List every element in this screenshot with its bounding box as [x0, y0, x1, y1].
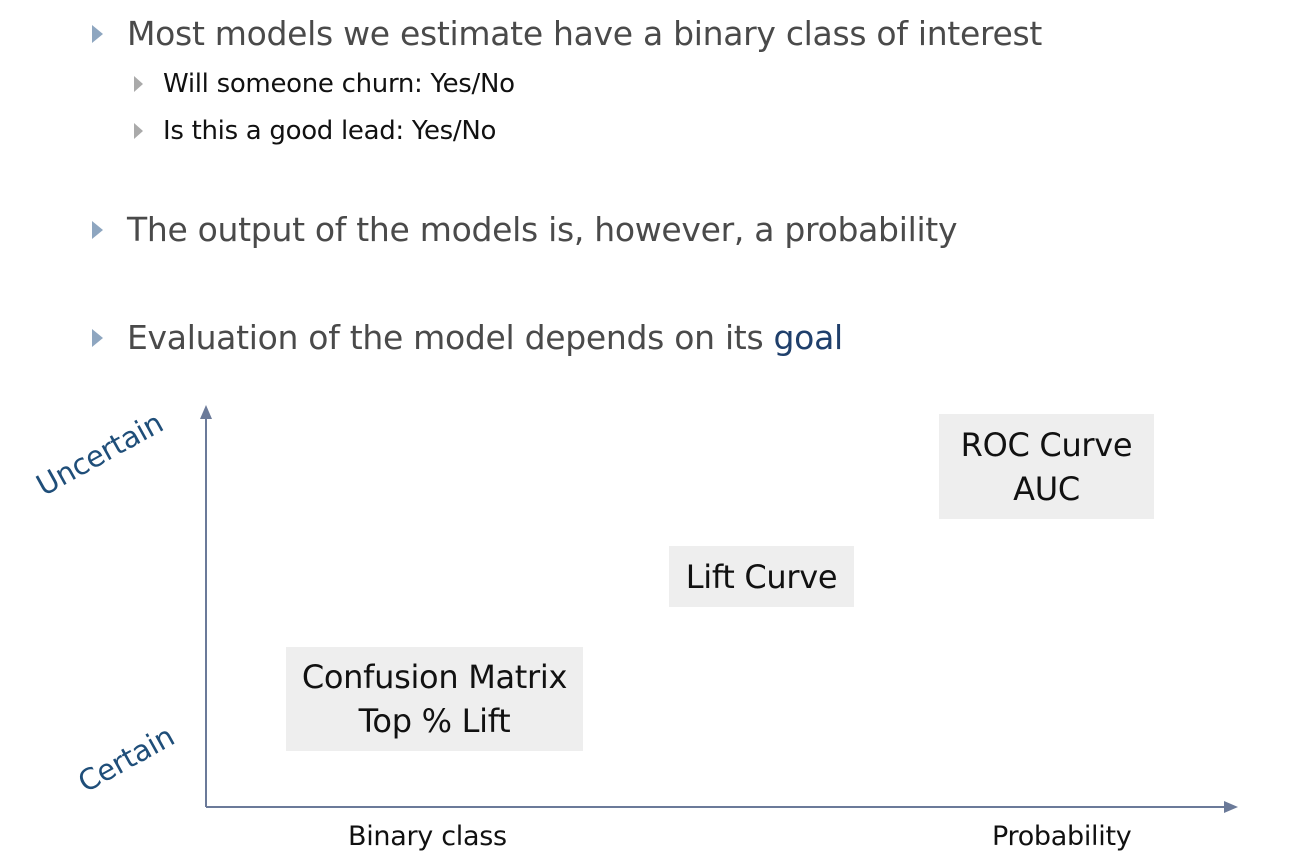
- x-axis-left-label: Binary class: [348, 821, 507, 852]
- bullet-arrow-icon: [92, 220, 103, 239]
- box-roc-curve: ROC Curve AUC: [939, 414, 1154, 519]
- goal-highlight: goal: [773, 318, 844, 357]
- sub-bullet-text: Is this a good lead: Yes/No: [163, 116, 497, 146]
- bullet-probability-output: The output of the models is, however, a …: [92, 210, 957, 249]
- bullet-text-prefix: Evaluation of the model depends on its: [127, 318, 774, 357]
- bullet-text: Most models we estimate have a binary cl…: [127, 14, 1043, 53]
- x-axis-arrowhead: [1224, 801, 1238, 813]
- x-axis-right-label: Probability: [992, 821, 1132, 852]
- bullet-arrow-icon: [92, 328, 103, 347]
- bullet-text: Evaluation of the model depends on its g…: [127, 318, 843, 357]
- box-lift-curve: Lift Curve: [669, 546, 854, 607]
- box-line: Top % Lift: [358, 702, 511, 740]
- sub-bullet-arrow-icon: [134, 123, 143, 139]
- bullet-evaluation-goal: Evaluation of the model depends on its g…: [92, 318, 843, 357]
- box-line: Confusion Matrix: [301, 658, 568, 696]
- box-line: ROC Curve: [960, 425, 1133, 464]
- bullet-arrow-icon: [92, 24, 103, 43]
- box-line: Lift Curve: [685, 557, 838, 596]
- bullet-binary-class: Most models we estimate have a binary cl…: [92, 14, 1042, 53]
- sub-bullet-text: Will someone churn: Yes/No: [163, 69, 515, 99]
- sub-bullet-lead: Is this a good lead: Yes/No: [134, 116, 496, 146]
- sub-bullet-arrow-icon: [134, 76, 143, 92]
- bullet-text: The output of the models is, however, a …: [127, 210, 958, 249]
- box-line: AUC: [1013, 469, 1080, 508]
- box-confusion-matrix: Confusion Matrix Top % Lift: [286, 647, 583, 751]
- sub-bullet-churn: Will someone churn: Yes/No: [134, 69, 515, 99]
- y-axis-arrowhead: [200, 405, 212, 419]
